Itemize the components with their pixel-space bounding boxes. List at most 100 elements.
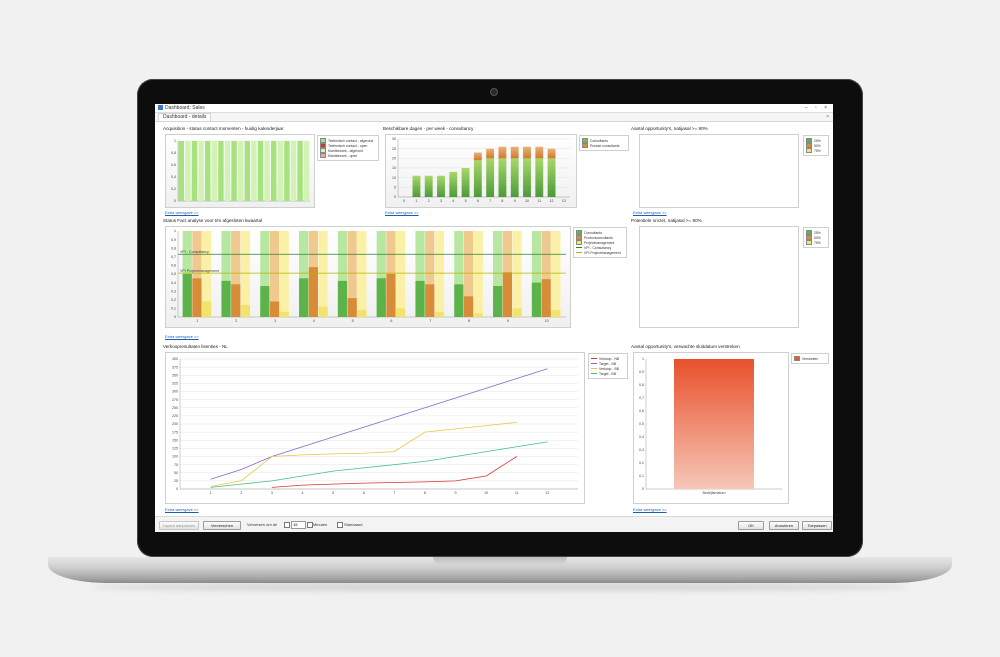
opportunities-90-legend: 25% 50% 75%	[803, 135, 829, 156]
bar	[531, 282, 542, 317]
bar-background	[299, 231, 309, 317]
y-tick-label: 0,2	[639, 461, 644, 465]
reset-layout-button[interactable]: Layout aanpassen	[159, 521, 199, 530]
legend-line	[591, 363, 597, 364]
y-tick-label: 75	[174, 463, 178, 467]
x-tick-label: 6	[390, 319, 392, 323]
acquisition-chart-svg: 0 0,2 0,4 0,6 0,8 1	[171, 139, 310, 203]
close-icon[interactable]: ×	[826, 114, 829, 120]
panel-title: Verkoopresultaten lisenties - NL	[163, 344, 228, 349]
x-tick-label: 8	[468, 319, 470, 323]
default-checkbox[interactable]	[337, 522, 343, 528]
legend-line	[591, 358, 597, 359]
bar-background	[231, 231, 241, 317]
acquisition-legend: Telefonisch contact - afgerond Telefonis…	[317, 135, 379, 161]
bar-background	[415, 231, 425, 317]
legend-item: Prowse consultants	[582, 143, 626, 148]
interval-checkbox[interactable]	[284, 522, 290, 528]
window-controls[interactable]: – ▫ ×	[804, 105, 830, 111]
details-link[interactable]: Extra weergave >>	[633, 210, 667, 215]
y-tick-label: 350	[172, 373, 178, 377]
x-tick-label: 4	[452, 199, 454, 203]
details-link[interactable]: Extra weergave >>	[633, 507, 667, 512]
y-tick-label: 0,8	[171, 151, 176, 155]
bar-background	[551, 231, 561, 317]
y-tick-label: 1	[174, 229, 176, 233]
bar-background	[269, 231, 280, 317]
details-link[interactable]: Extra weergave >>	[165, 210, 199, 215]
x-tick-label: 1	[196, 319, 198, 323]
target-line-label: VPI - Consultancy	[180, 250, 209, 254]
legend-item: 50%	[806, 235, 826, 240]
panel-acquisition: Acquisition - status contact momenten - …	[163, 126, 379, 218]
cancel-button[interactable]: Annuleren	[769, 521, 799, 530]
details-link[interactable]: Extra weergave >>	[165, 334, 199, 339]
x-tick-label: 6	[363, 491, 365, 495]
bar	[191, 141, 198, 201]
bar	[185, 141, 191, 201]
bar-prowse	[535, 146, 544, 159]
bar-background	[493, 231, 503, 317]
x-tick-label: 4	[301, 491, 303, 495]
interval-input[interactable]: 15	[291, 521, 306, 529]
legend-swatch	[320, 138, 326, 143]
y-tick-label: 0,2	[171, 187, 176, 191]
tab-dashboard-details[interactable]: Dashboard - details	[158, 113, 212, 121]
x-tick-label: 13	[562, 199, 566, 203]
bar	[415, 280, 425, 317]
bar	[264, 141, 270, 201]
bar	[178, 141, 184, 201]
y-tick-label: 0	[174, 315, 176, 319]
ok-button[interactable]: OK	[738, 521, 764, 530]
bar-prowse	[473, 152, 482, 161]
bar-prowse	[510, 146, 519, 159]
legend-item: Verkoop - NB	[591, 356, 625, 361]
x-tick-label: 8	[501, 199, 503, 203]
legend-item: Target - BB	[591, 371, 625, 376]
legend-swatch	[806, 240, 812, 245]
details-link[interactable]: Extra weergave >>	[385, 210, 419, 215]
legend-item: Verstreken	[794, 356, 826, 361]
bar	[425, 284, 435, 317]
legend-item: Consultants	[582, 138, 626, 143]
target-status-legend: Consultants Productconsultants Projectma…	[573, 227, 627, 258]
details-link[interactable]: Extra weergave >>	[165, 507, 199, 512]
legend-item: VPI Projectmanagement	[576, 250, 624, 255]
potential-legend: 25% 50% 75%	[803, 227, 829, 248]
y-tick-label: 25	[174, 479, 178, 483]
refresh-button[interactable]: Ververschen	[203, 521, 241, 530]
y-tick-label: 275	[172, 398, 178, 402]
y-tick-label: 0,3	[171, 289, 176, 293]
bar-consultants	[461, 168, 470, 197]
acquisition-chart: 0 0,2 0,4 0,6 0,8 1	[165, 134, 315, 208]
legend-line	[576, 252, 582, 253]
minutes-checkbox[interactable]	[307, 522, 313, 528]
opportunities-90-chart	[639, 134, 799, 208]
legend-swatch	[806, 230, 812, 235]
sales-forecast-chart: 0 25 50 75 100 125 150 175 200 225 250 275 300 325 350…	[165, 352, 585, 504]
y-tick-label: 50	[174, 471, 178, 475]
series-line	[210, 441, 548, 488]
apply-button[interactable]: Toepassen	[802, 521, 832, 530]
x-tick-label: 10	[545, 319, 549, 323]
legend-line	[591, 373, 597, 374]
legend-item: Target - NB	[591, 361, 625, 366]
bar-background	[473, 231, 483, 317]
series-line	[210, 421, 517, 487]
bar-background	[434, 231, 445, 317]
y-tick-label: 0	[642, 487, 644, 491]
legend-line	[576, 247, 582, 248]
bar-background	[347, 231, 357, 317]
bar	[386, 274, 396, 317]
bar	[290, 141, 297, 201]
bar	[279, 311, 289, 317]
y-tick-label: 0	[176, 487, 178, 491]
bar-prowse	[486, 148, 495, 159]
y-tick-label: 10	[392, 176, 396, 180]
y-tick-label: 0,7	[639, 396, 644, 400]
legend-item: Telefonisch contact - open	[320, 143, 376, 148]
bar-background	[512, 231, 522, 317]
legend-swatch	[576, 240, 582, 245]
y-tick-label: 0,1	[639, 474, 644, 478]
y-tick-label: 100	[172, 455, 178, 459]
